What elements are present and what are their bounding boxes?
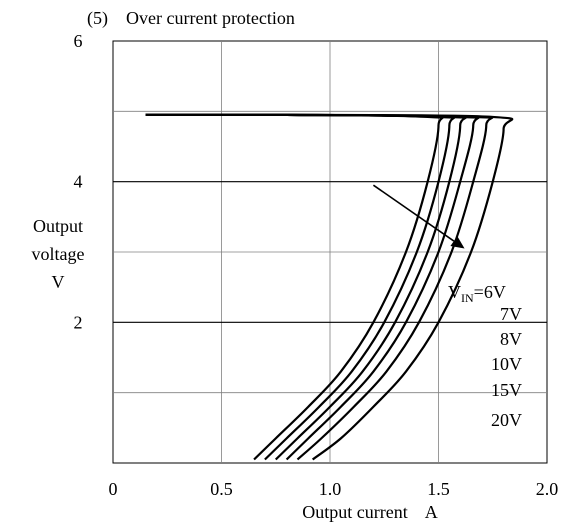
series-line [145, 113, 514, 461]
y-axis-label-line-3: V [52, 272, 65, 292]
legend-entry-15v: 15V [491, 380, 522, 400]
series-line [145, 113, 456, 461]
chart-title: (5) Over current protection [87, 8, 295, 29]
y-axis-label-line-2: voltage [32, 244, 85, 264]
legend-vin-sub: IN [461, 291, 474, 305]
x-tick-label: 1.5 [427, 479, 450, 499]
y-tick-label: 6 [74, 31, 83, 51]
legend-vin: VIN=6V [448, 282, 506, 305]
trend-arrow-head [450, 236, 465, 249]
legend-entry-20v: 20V [491, 410, 522, 430]
x-tick-label: 2.0 [536, 479, 559, 499]
y-tick-label: 4 [74, 172, 83, 192]
x-tick-label: 0 [109, 479, 118, 499]
x-tick-label: 1.0 [319, 479, 342, 499]
x-axis-label: Output current A [302, 502, 437, 522]
legend-vin-value: =6V [474, 282, 506, 302]
series-line [145, 113, 480, 461]
y-axis-label-line-1: Output [33, 216, 83, 236]
legend-vin-main: V [448, 282, 461, 302]
series-lines [145, 113, 514, 461]
legend-entry-10v: 10V [491, 354, 522, 374]
tick-labels: 0 0.5 1.0 1.5 2.0 2 4 6 [74, 31, 559, 499]
trend-arrow [372, 184, 455, 242]
series-line [145, 113, 444, 461]
legend-entry-7v: 7V [500, 304, 522, 324]
grid [112, 40, 548, 464]
x-tick-label: 0.5 [210, 479, 233, 499]
y-tick-label: 2 [74, 312, 83, 332]
series-line [145, 113, 467, 461]
legend-entry-8v: 8V [500, 329, 522, 349]
